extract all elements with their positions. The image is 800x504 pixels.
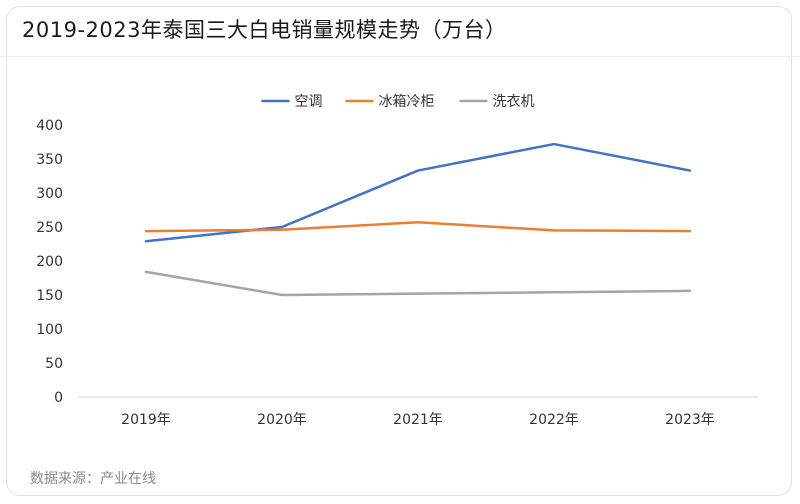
legend-label: 冰箱冷柜	[379, 94, 435, 110]
legend-label: 空调	[295, 94, 323, 110]
chart-card	[6, 6, 792, 496]
series-line-1	[144, 142, 692, 243]
x-axis: 2019年 2020年 2021年 2022年 2023年	[78, 396, 758, 428]
y-tick-label: 300	[36, 186, 63, 202]
y-tick-label: 200	[36, 254, 63, 270]
y-tick-label: 150	[36, 288, 63, 304]
series-line-2	[144, 220, 692, 233]
series-line-3	[144, 270, 692, 297]
series-lines	[144, 142, 692, 297]
y-tick-label: 250	[36, 220, 63, 236]
y-axis: 0 50 100 150 200 250 300 350 400	[36, 118, 63, 406]
legend-label: 洗衣机	[493, 94, 535, 110]
y-tick-label: 100	[36, 322, 63, 338]
x-tick-label: 2023年	[665, 412, 715, 428]
legend: 空调 冰箱冷柜 洗衣机	[261, 94, 535, 110]
x-tick-label: 2019年	[121, 412, 171, 428]
x-tick-label: 2020年	[257, 412, 307, 428]
y-tick-label: 0	[54, 390, 63, 406]
y-tick-label: 50	[45, 356, 63, 372]
legend-item: 空调	[261, 94, 323, 110]
x-tick-label: 2021年	[393, 412, 443, 428]
y-tick-label: 350	[36, 152, 63, 168]
legend-item: 冰箱冷柜	[345, 94, 435, 110]
y-tick-label: 400	[36, 118, 63, 134]
source-note: 数据来源：产业在线	[30, 471, 156, 487]
chart-title: 2019-2023年泰国三大白电销量规模走势（万台）	[22, 18, 507, 42]
title-divider	[0, 56, 800, 57]
legend-item: 洗衣机	[459, 94, 535, 110]
x-tick-label: 2022年	[529, 412, 579, 428]
